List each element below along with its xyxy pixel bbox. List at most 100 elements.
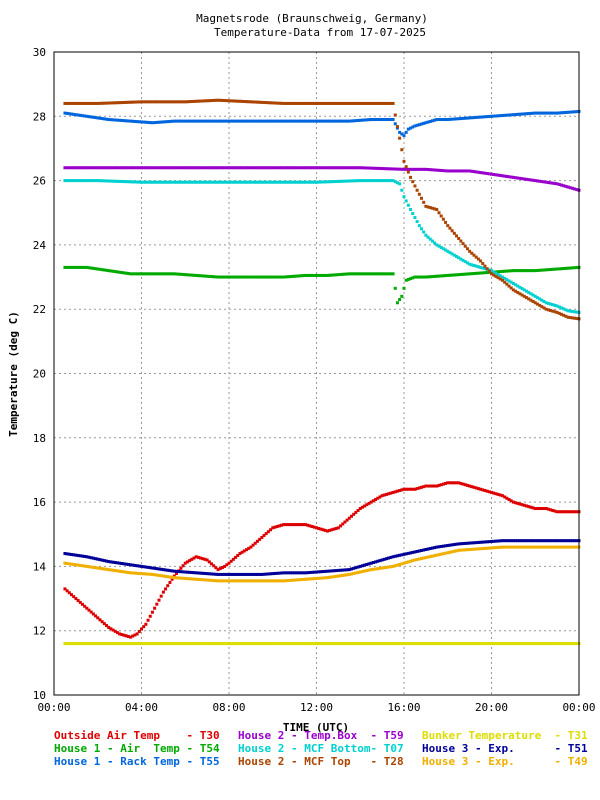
data-point (275, 642, 279, 646)
data-point (115, 569, 119, 573)
legend-entry: House 3 - Exp. - T49 (422, 755, 588, 768)
data-point (546, 301, 550, 305)
data-point (260, 579, 264, 583)
data-point (155, 272, 159, 276)
data-point (540, 507, 544, 511)
data-point (157, 100, 161, 104)
data-point (360, 642, 364, 646)
data-point (448, 169, 452, 173)
data-point (560, 545, 563, 549)
data-point (181, 570, 185, 574)
data-point (185, 273, 189, 277)
data-point (262, 166, 266, 170)
data-point (404, 561, 408, 565)
data-point (391, 118, 395, 122)
data-point (522, 177, 526, 181)
data-point (575, 642, 579, 646)
data-point (542, 268, 546, 272)
data-point (435, 642, 439, 646)
data-point (164, 100, 168, 104)
data-point (317, 119, 321, 123)
data-point (137, 120, 141, 124)
data-point (264, 101, 268, 105)
data-point (275, 579, 279, 583)
data-point (242, 642, 246, 646)
data-point (570, 642, 574, 646)
data-point (199, 166, 203, 170)
data-point (439, 168, 443, 172)
data-point (164, 642, 168, 646)
data-point (124, 570, 128, 574)
data-point (251, 100, 255, 104)
data-point (216, 180, 220, 184)
data-point (236, 572, 240, 576)
data-point (266, 119, 270, 123)
data-point (535, 179, 539, 183)
data-point (183, 561, 187, 565)
data-point (124, 642, 128, 646)
data-point (245, 119, 248, 123)
data-point (234, 275, 238, 279)
data-point (216, 275, 220, 279)
data-point (153, 573, 157, 577)
data-point (321, 166, 325, 170)
data-point (472, 272, 476, 276)
data-point (253, 541, 257, 545)
data-point (546, 539, 550, 543)
data-point (520, 269, 524, 273)
data-point (253, 180, 257, 184)
data-point (334, 642, 338, 646)
data-point (109, 179, 113, 183)
data-point (328, 569, 332, 573)
data-point (444, 551, 448, 555)
data-point (542, 539, 546, 543)
data-point (269, 642, 273, 646)
data-point (439, 544, 443, 548)
data-point (242, 119, 246, 123)
data-point (382, 101, 386, 105)
data-point (514, 269, 518, 273)
data-point (380, 642, 384, 646)
data-point (500, 539, 504, 543)
data-point (380, 558, 384, 562)
data-point (498, 270, 502, 274)
data-point (406, 277, 410, 281)
data-point (518, 545, 522, 549)
data-point (301, 166, 305, 170)
data-point (170, 166, 174, 170)
data-point (258, 180, 262, 184)
data-point (354, 166, 358, 170)
data-point (382, 493, 386, 497)
data-point (80, 602, 84, 606)
data-point (568, 316, 572, 320)
data-point (80, 114, 84, 118)
data-point (236, 99, 240, 103)
data-point (290, 642, 294, 646)
data-point (430, 168, 434, 172)
data-point (525, 642, 528, 646)
data-point (562, 307, 566, 311)
data-point (391, 642, 395, 646)
data-point (295, 642, 299, 646)
data-point (236, 275, 240, 279)
data-point (566, 642, 570, 646)
data-point (562, 510, 566, 514)
data-point (374, 272, 378, 276)
data-point (566, 110, 570, 114)
data-point (194, 273, 198, 277)
data-point (398, 298, 402, 302)
data-point (323, 569, 327, 573)
data-point (457, 481, 461, 485)
data-point (295, 166, 299, 170)
data-point (304, 180, 308, 184)
data-point (424, 484, 428, 488)
data-point (218, 642, 222, 646)
data-point (465, 548, 469, 552)
data-point (67, 101, 71, 105)
data-point (483, 642, 487, 646)
data-point (210, 578, 213, 582)
data-point (424, 121, 428, 125)
data-point (288, 180, 292, 184)
data-point (356, 101, 360, 105)
data-point (481, 488, 485, 492)
